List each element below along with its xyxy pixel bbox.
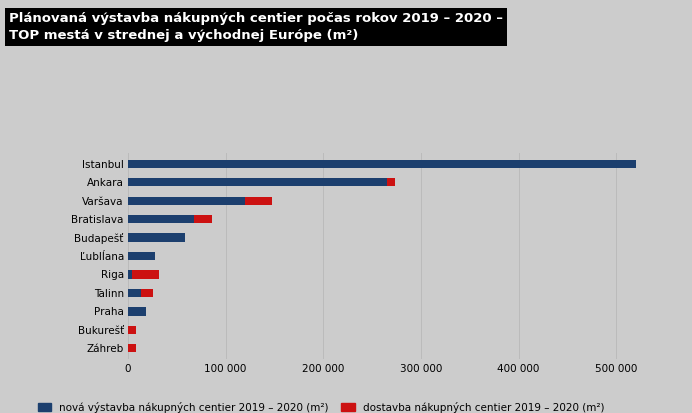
Bar bbox=[128, 160, 636, 168]
Legend: nová výstavba nákupných centier 2019 – 2020 (m²), dostavba nákupných centier 201: nová výstavba nákupných centier 2019 – 2… bbox=[37, 402, 605, 413]
Bar bbox=[387, 178, 394, 186]
Bar bbox=[140, 289, 154, 297]
Bar bbox=[128, 271, 132, 279]
Bar bbox=[128, 233, 185, 242]
Text: Plánovaná výstavba nákupných centier počas rokov 2019 – 2020 –
TOP mestá v stred: Plánovaná výstavba nákupných centier poč… bbox=[9, 12, 503, 43]
Bar bbox=[128, 252, 155, 260]
Bar bbox=[128, 307, 145, 316]
Bar bbox=[128, 344, 136, 352]
Bar bbox=[128, 289, 140, 297]
Bar bbox=[128, 178, 387, 186]
Bar bbox=[194, 215, 212, 223]
Bar bbox=[128, 215, 194, 223]
Bar bbox=[245, 197, 273, 205]
Bar bbox=[128, 197, 245, 205]
Bar bbox=[128, 326, 136, 334]
Bar bbox=[132, 271, 159, 279]
